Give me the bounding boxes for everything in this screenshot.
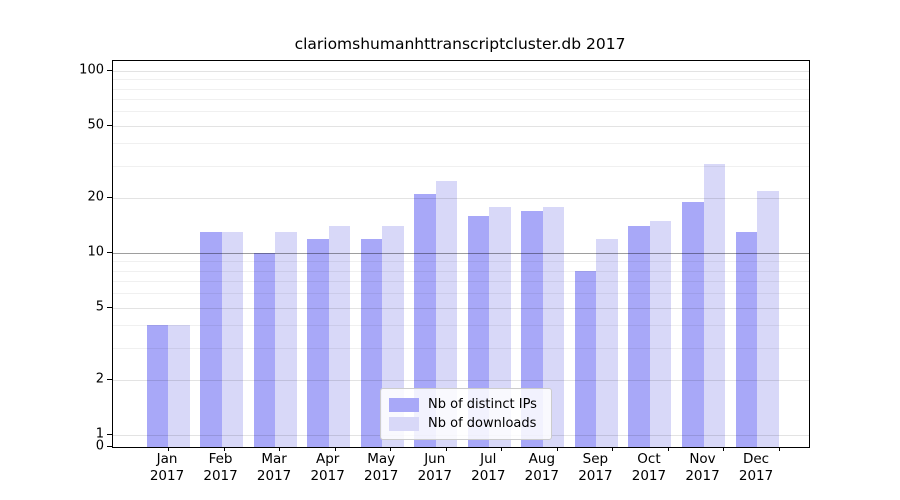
- y-tick-label-100: 100: [79, 62, 104, 78]
- x-tick-label-sep-2017: Sep 2017: [578, 451, 613, 484]
- y-tick-label-2: 2: [95, 371, 104, 387]
- y-tick-mark-20: [107, 197, 112, 199]
- bar-downloads-jan-2017: [168, 325, 190, 447]
- bar-distinct-ips-mar-2017: [253, 253, 276, 447]
- legend-item-downloads: Nb of downloads: [389, 414, 543, 433]
- gridline-5: [113, 307, 809, 309]
- bar-downloads-feb-2017: [221, 232, 244, 447]
- bar-distinct-ips-feb-2017: [200, 232, 222, 447]
- x-tick-mark-feb-2017: [223, 447, 225, 451]
- x-tick-label-feb-2017: Feb 2017: [203, 451, 238, 484]
- gridline-7: [113, 281, 809, 283]
- y-tick-label-50: 50: [87, 117, 104, 133]
- gridline-100: [113, 71, 809, 72]
- y-tick-mark-1: [107, 434, 112, 435]
- bar-distinct-ips-nov-2017: [682, 202, 704, 447]
- legend-label-downloads: Nb of downloads: [428, 416, 537, 431]
- gridline-90: [113, 79, 809, 81]
- legend-item-distinct-ips: Nb of distinct IPs: [389, 395, 543, 414]
- bar-downloads-dec-2017: [757, 190, 779, 447]
- y-tick-label-10: 10: [87, 244, 104, 260]
- gridline-10: [113, 253, 809, 254]
- x-tick-mark-sep-2017: [612, 447, 613, 451]
- y-tick-mark-50: [107, 124, 112, 126]
- bar-downloads-oct-2017: [649, 220, 672, 447]
- gridline-3: [113, 348, 809, 350]
- gridline-30: [113, 166, 809, 168]
- bar-downloads-sep-2017: [596, 238, 618, 447]
- y-tick-mark-10: [107, 252, 112, 253]
- legend-label-distinct-ips: Nb of distinct IPs: [428, 397, 537, 412]
- x-tick-label-may-2017: May 2017: [364, 451, 399, 484]
- bar-downloads-apr-2017: [328, 226, 351, 447]
- bar-downloads-jun-2017: [435, 180, 458, 447]
- gridline-80: [113, 88, 809, 90]
- x-tick-mark-oct-2017: [667, 447, 669, 451]
- x-tick-label-dec-2017: Dec 2017: [738, 451, 774, 484]
- gridline-4: [113, 325, 809, 327]
- gridline-9: [113, 261, 809, 263]
- x-tick-mark-jan-2017: [168, 447, 169, 451]
- x-tick-label-jun-2017: Jun 2017: [417, 451, 452, 484]
- y-tick-mark-5: [107, 306, 112, 308]
- bar-downloads-nov-2017: [703, 163, 725, 447]
- bar-distinct-ips-jan-2017: [146, 325, 168, 447]
- y-tick-mark-100: [107, 70, 112, 71]
- x-tick-label-oct-2017: Oct 2017: [631, 451, 667, 484]
- legend: Nb of distinct IPs Nb of downloads: [380, 388, 552, 440]
- gridline-8: [113, 270, 809, 272]
- x-tick-label-jan-2017: Jan 2017: [149, 451, 185, 484]
- y-tick-label-0: 0: [95, 438, 104, 454]
- plot-area: [112, 60, 810, 448]
- gridline-50: [113, 125, 809, 127]
- bar-distinct-ips-jun-2017: [414, 194, 436, 447]
- x-tick-mark-mar-2017: [279, 447, 280, 451]
- legend-swatch-distinct-ips: [389, 397, 419, 412]
- x-tick-label-apr-2017: Apr 2017: [310, 451, 345, 484]
- gridline-6: [113, 293, 809, 295]
- x-tick-label-aug-2017: Aug 2017: [524, 451, 560, 484]
- x-tick-label-mar-2017: Mar 2017: [256, 451, 292, 484]
- y-tick-mark-0: [107, 446, 112, 447]
- x-tick-mark-jul-2017: [501, 447, 502, 451]
- bar-downloads-aug-2017: [542, 206, 565, 447]
- gridline-20: [113, 198, 809, 200]
- y-tick-label-20: 20: [87, 189, 104, 205]
- bar-distinct-ips-sep-2017: [574, 270, 597, 447]
- y-tick-label-5: 5: [95, 299, 104, 315]
- chart-title: clariomshumanhttranscriptcluster.db 2017: [294, 35, 626, 53]
- bar-downloads-jul-2017: [489, 206, 511, 447]
- bar-distinct-ips-dec-2017: [735, 232, 758, 447]
- legend-swatch-downloads: [389, 416, 419, 431]
- gridline-70: [113, 99, 809, 101]
- bar-downloads-mar-2017: [275, 232, 297, 447]
- bar-distinct-ips-may-2017: [360, 238, 383, 447]
- x-tick-mark-apr-2017: [334, 447, 336, 451]
- x-tick-mark-may-2017: [390, 447, 391, 451]
- y-tick-label-1: 1: [95, 426, 104, 442]
- x-tick-mark-nov-2017: [723, 447, 724, 451]
- x-tick-label-jul-2017: Jul 2017: [471, 451, 506, 484]
- gridline-2: [113, 380, 809, 382]
- y-tick-mark-2: [107, 379, 112, 381]
- x-tick-mark-aug-2017: [556, 447, 558, 451]
- bar-distinct-ips-oct-2017: [628, 226, 650, 447]
- gridline-40: [113, 143, 809, 145]
- x-tick-mark-jun-2017: [445, 447, 447, 451]
- x-tick-label-nov-2017: Nov 2017: [685, 451, 720, 484]
- gridline-60: [113, 111, 809, 113]
- x-tick-mark-dec-2017: [778, 447, 780, 451]
- bar-distinct-ips-apr-2017: [307, 238, 329, 447]
